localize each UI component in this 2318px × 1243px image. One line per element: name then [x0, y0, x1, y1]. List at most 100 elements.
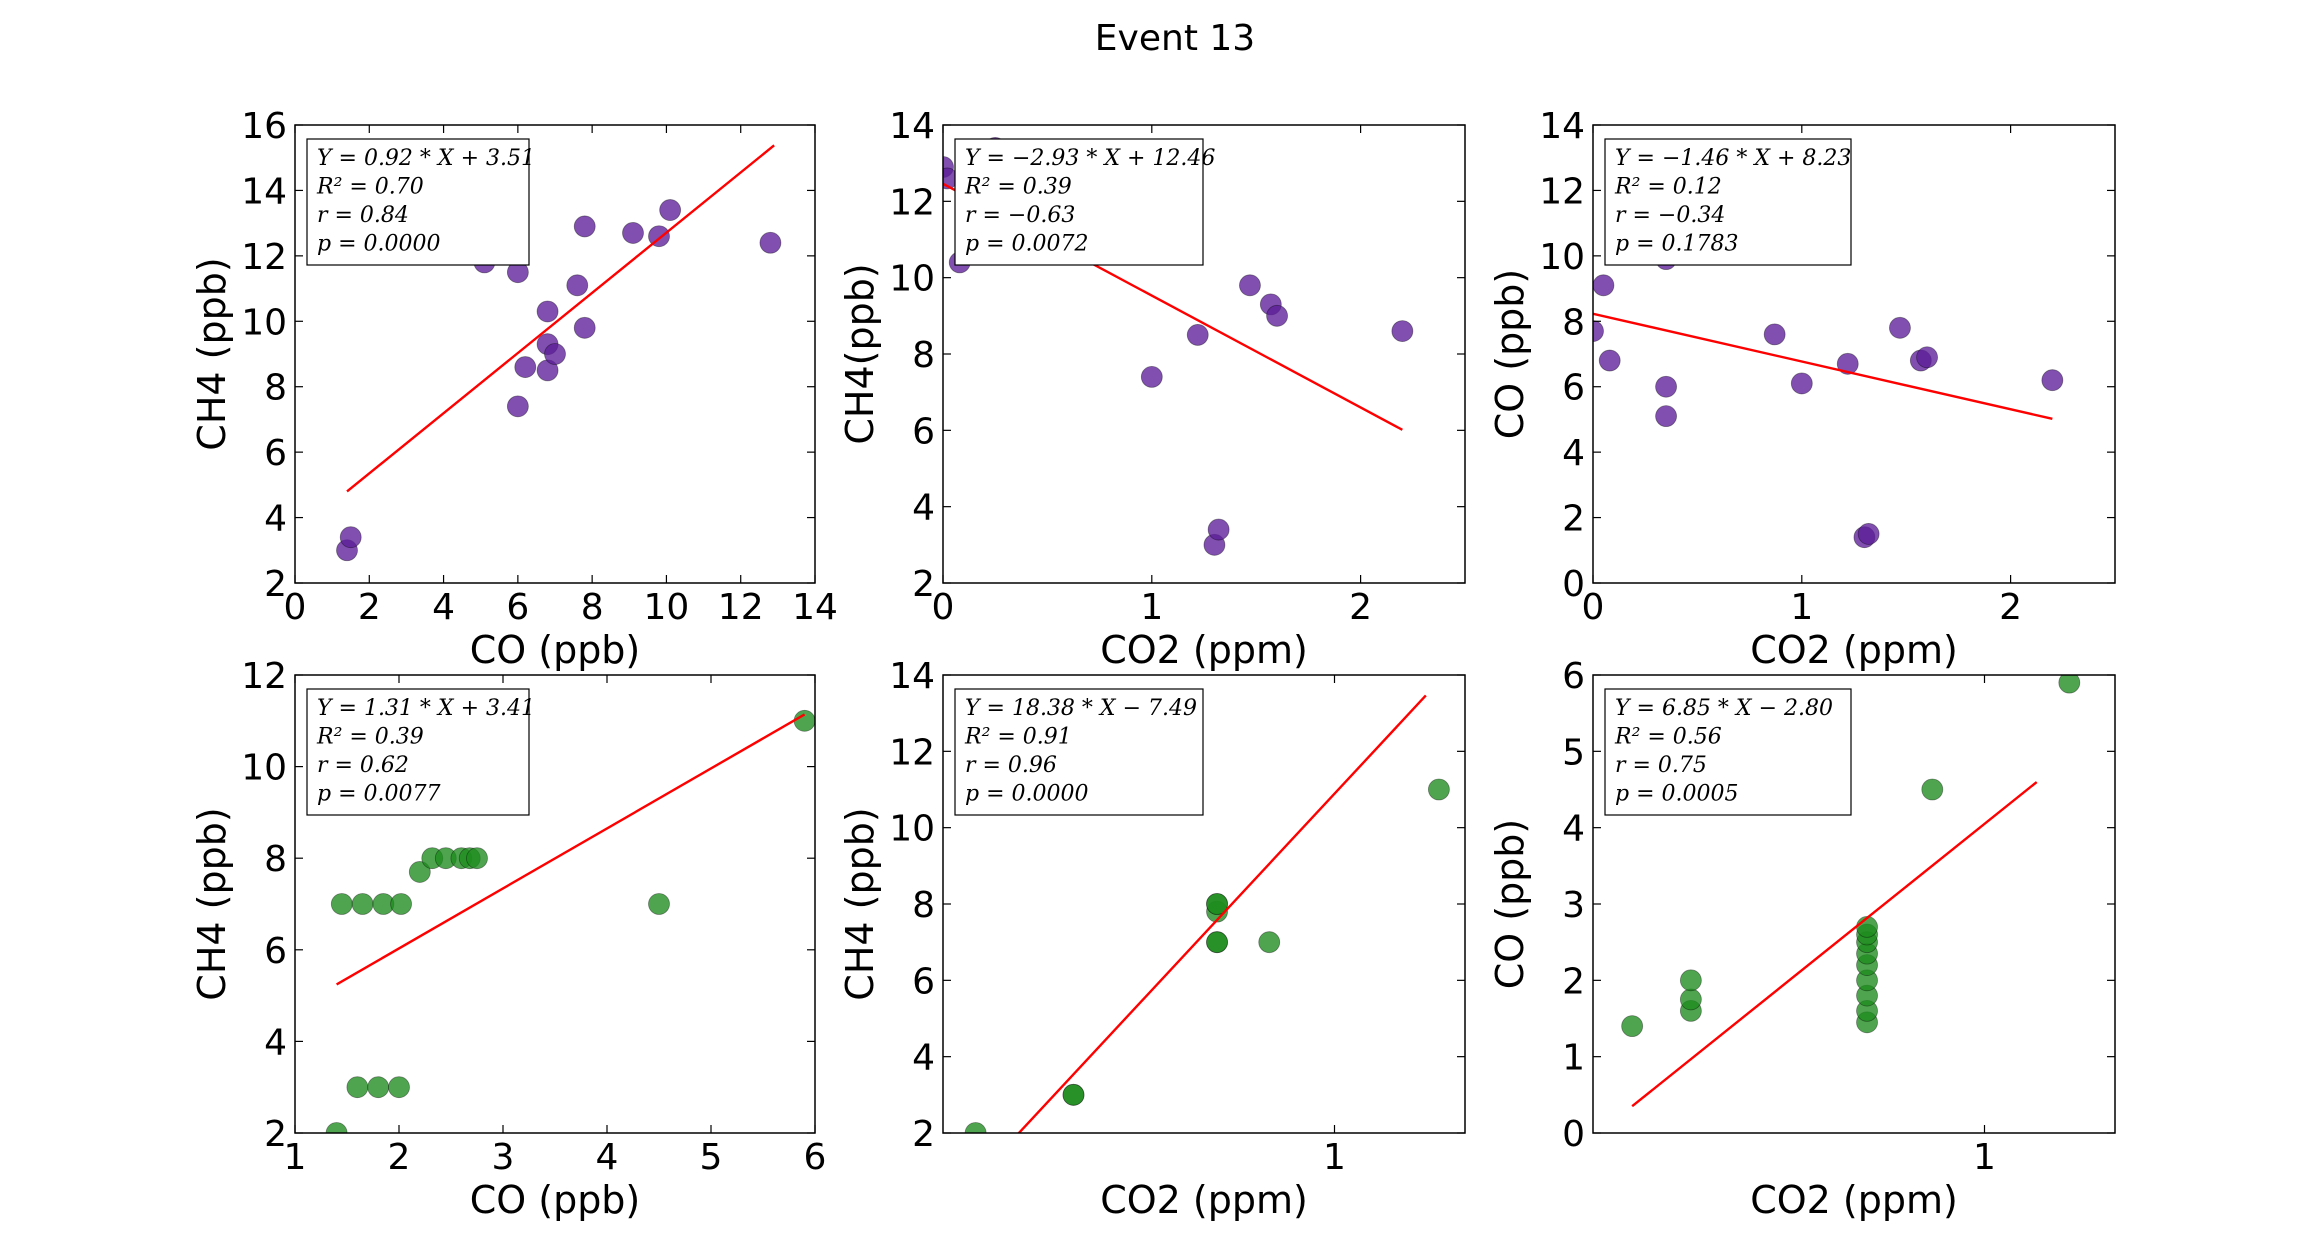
x-tick-label: 6: [506, 587, 529, 628]
stats-annotation: Y = 0.92 * X + 3.51 R² = 0.70 r = 0.84 p = …: [306, 138, 535, 266]
y-tick-label: 6: [264, 433, 287, 474]
axes-frame: [294, 124, 816, 584]
data-point: [1428, 778, 1450, 801]
y-tick-label: 10: [889, 809, 935, 850]
data-point: [544, 343, 566, 365]
data-point: [1790, 372, 1813, 395]
data-point: [2041, 369, 2064, 392]
data-point: [759, 231, 782, 254]
stats-line: R² = 0.56: [1614, 725, 1722, 750]
y-tick-label: 6: [912, 411, 935, 452]
x-tick-label: 1: [1790, 587, 1813, 628]
data-point: [1239, 274, 1261, 297]
regression-line: [346, 144, 775, 493]
data-point: [659, 199, 682, 221]
x-tick-label: 2: [388, 1137, 411, 1178]
data-point: [408, 861, 431, 883]
y-tick-label: 5: [1562, 732, 1585, 773]
data-point: [325, 1122, 348, 1133]
stats-line: p = 0.0005: [1615, 782, 1738, 807]
data-point: [1857, 523, 1880, 545]
regression-line: [1593, 312, 2053, 421]
x-tick-label: 6: [804, 1137, 827, 1178]
data-point: [573, 215, 596, 238]
stats-line: r = 0.84: [317, 203, 409, 228]
x-tick-label: 1: [284, 1137, 307, 1178]
stats-line: r = 0.62: [317, 753, 409, 778]
y-axis-label: CO (ppb): [1488, 269, 1532, 440]
y-tick-label: 2: [264, 1114, 287, 1155]
data-point: [622, 222, 644, 244]
data-point: [1207, 518, 1230, 541]
x-tick-label: 8: [581, 587, 604, 628]
scatter-points: [1621, 675, 2081, 1038]
data-point: [1921, 778, 1944, 801]
x-axis-label: CO (ppb): [470, 628, 641, 672]
y-tick-label: 0: [1562, 1114, 1585, 1155]
y-tick-label: 10: [241, 748, 287, 789]
stats-box: [1604, 138, 1852, 266]
x-tick-label: 10: [644, 587, 690, 628]
data-point: [1655, 405, 1677, 428]
data-point: [1679, 969, 1702, 992]
data-point: [346, 1076, 369, 1099]
scatter-points: [964, 778, 1450, 1133]
data-point: [1391, 320, 1414, 343]
stats-box: [306, 688, 530, 816]
stats-line: r = 0.75: [1615, 753, 1707, 778]
y-tick-label: 6: [264, 931, 287, 972]
stats-annotation: Y = −1.46 * X + 8.23 R² = 0.12 r = −0.34 p …: [1604, 138, 1852, 266]
y-tick-label: 2: [264, 564, 287, 605]
data-point: [1655, 375, 1677, 398]
x-tick-label: 1: [1973, 1137, 1996, 1178]
y-tick-label: 14: [889, 106, 935, 147]
stats-line: Y = 18.38 * X − 7.49: [965, 696, 1197, 721]
stats-line: p = 0.1783: [1615, 232, 1738, 257]
scatter-points: [1593, 248, 2064, 549]
stats-line: R² = 0.39: [964, 175, 1072, 200]
data-point: [573, 316, 596, 339]
data-point: [536, 300, 559, 323]
y-tick-label: 3: [1562, 885, 1585, 926]
x-tick-label: 2: [358, 587, 381, 628]
x-axis-label: CO2 (ppm): [1100, 628, 1308, 672]
data-point: [1856, 916, 1878, 938]
data-point: [1258, 931, 1281, 954]
y-tick-label: 6: [912, 961, 935, 1002]
y-tick-label: 14: [241, 171, 287, 212]
x-axis-label: CO (ppb): [470, 1178, 641, 1222]
x-tick-label: 14: [792, 587, 838, 628]
y-tick-label: 12: [889, 732, 935, 773]
stats-annotation: Y = 6.85 * X − 2.80 R² = 0.56 r = 0.75 p = …: [1604, 688, 1852, 816]
stats-line: p = 0.0000: [317, 232, 440, 257]
stats-box: [306, 138, 530, 266]
axes-frame: [294, 674, 816, 1134]
y-tick-label: 2: [1562, 961, 1585, 1002]
data-point: [339, 526, 362, 549]
y-tick-label: 8: [912, 335, 935, 376]
y-tick-label: 6: [1562, 368, 1585, 409]
y-tick-label: 10: [241, 302, 287, 343]
data-point: [964, 1122, 987, 1133]
data-point: [1916, 346, 1938, 369]
y-tick-label: 4: [912, 1038, 935, 1079]
data-point: [367, 1076, 390, 1099]
y-tick-label: 12: [889, 182, 935, 223]
stats-line: Y = 1.31 * X + 3.41: [317, 696, 535, 721]
y-tick-label: 2: [1562, 499, 1585, 540]
y-tick-label: 2: [912, 564, 935, 605]
y-tick-label: 12: [1539, 171, 1585, 212]
data-point: [1598, 349, 1621, 372]
stats-line: r = −0.34: [1615, 203, 1725, 228]
data-point: [388, 1076, 410, 1099]
x-tick-label: 1: [1140, 587, 1163, 628]
x-tick-label: 2: [1999, 587, 2022, 628]
data-point: [1763, 323, 1786, 346]
data-point: [1593, 320, 1604, 342]
stats-box: [954, 138, 1204, 266]
x-tick-label: 4: [596, 1137, 619, 1178]
